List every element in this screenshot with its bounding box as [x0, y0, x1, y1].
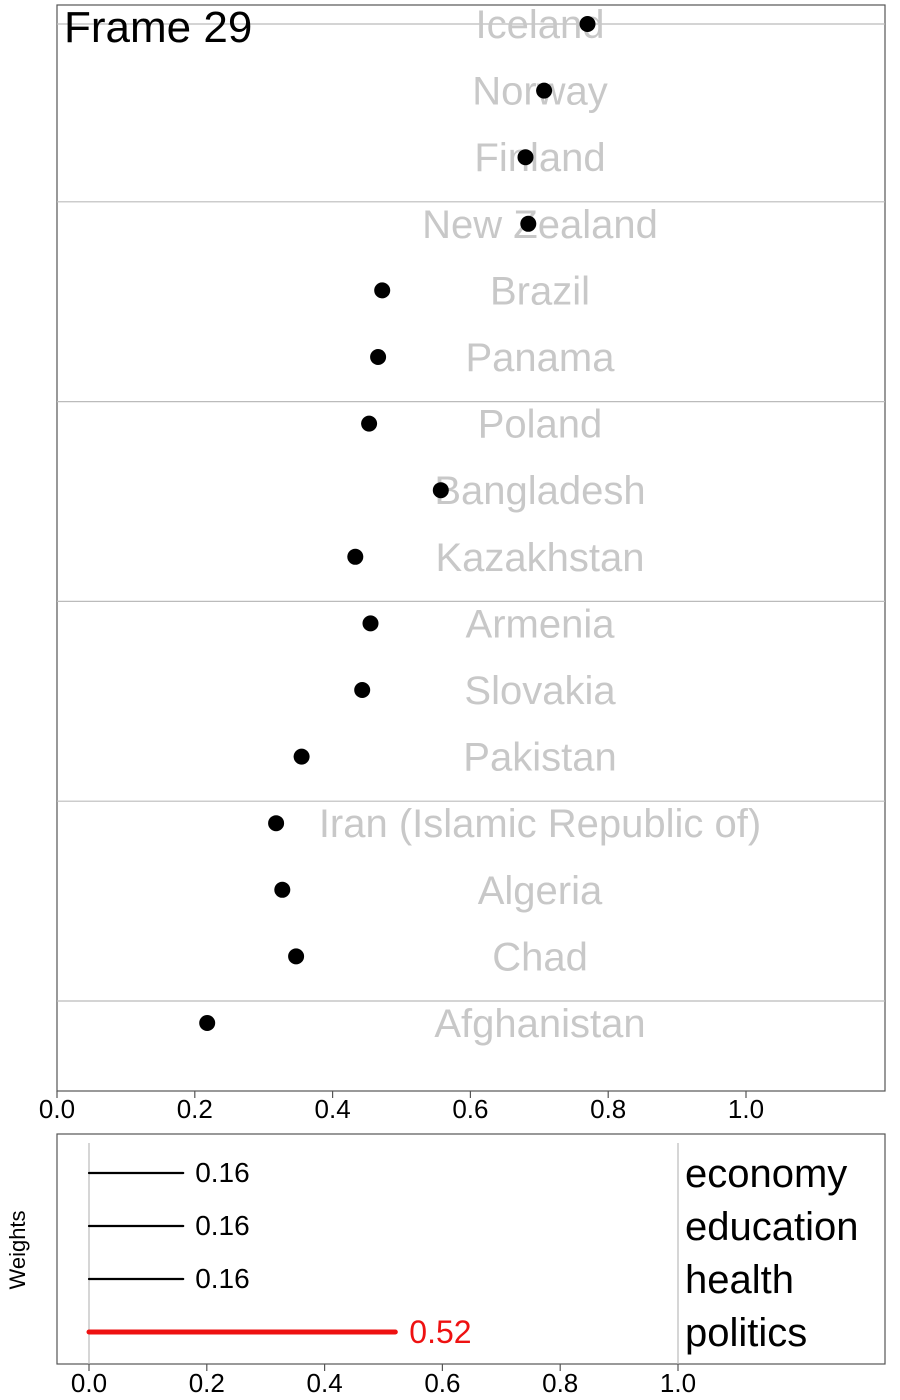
weights-x-tick-label: 1.0 — [660, 1368, 696, 1398]
group-separators — [57, 23, 885, 1002]
country-label: Algeria — [478, 869, 603, 913]
country-label: Pakistan — [463, 736, 616, 780]
weight-category-label: politics — [685, 1311, 807, 1355]
x-axis-ticks: 0.0 0.2 0.4 0.6 0.8 1.0 — [39, 1091, 764, 1124]
weights-x-tick-label: 0.6 — [424, 1368, 460, 1398]
data-point — [347, 548, 364, 565]
x-tick-label: 0.4 — [315, 1094, 351, 1124]
data-point — [374, 282, 391, 299]
country-label: Kazakhstan — [435, 536, 644, 580]
data-point — [517, 149, 534, 166]
weights-x-tick-label: 0.0 — [71, 1368, 107, 1398]
weights-axis-label: Weights — [5, 1210, 30, 1289]
data-point — [268, 815, 285, 832]
country-label: Afghanistan — [434, 1002, 645, 1046]
weights-frame — [56, 1133, 886, 1365]
dot-plot-chart: IcelandNorwayFinlandNew ZealandBrazilPan… — [39, 3, 886, 1124]
weight-value-label: 0.16 — [195, 1210, 250, 1241]
country-label: Finland — [474, 136, 605, 180]
data-point — [536, 82, 553, 99]
country-label: Bangladesh — [434, 469, 645, 513]
data-point — [520, 215, 537, 232]
data-point — [288, 948, 305, 965]
x-tick-label: 0.0 — [39, 1094, 75, 1124]
weights-x-tick-label: 0.8 — [542, 1368, 578, 1398]
data-point — [370, 349, 387, 365]
data-point — [354, 682, 371, 698]
country-label: Chad — [492, 935, 588, 979]
x-tick-label: 0.6 — [452, 1094, 488, 1124]
frame-label: Frame 29 — [64, 3, 252, 52]
weights-x-axis-ticks: 0.0 0.2 0.4 0.6 0.8 1.0 — [71, 1364, 696, 1398]
x-tick-label: 0.2 — [177, 1094, 213, 1124]
weights-x-tick-label: 0.4 — [307, 1368, 343, 1398]
weights-chart: Weights 0.16 economy 0.16 education 0.16 heal… — [5, 1133, 886, 1398]
country-label: Armenia — [466, 602, 616, 646]
weight-value-label: 0.16 — [195, 1157, 250, 1188]
data-point — [579, 16, 596, 32]
country-label: Iran (Islamic Republic of) — [319, 802, 761, 846]
weight-bars: 0.16 economy 0.16 education 0.16 health 0.52 po… — [86, 1152, 858, 1355]
data-point — [293, 748, 310, 765]
weight-category-label: education — [685, 1205, 858, 1249]
country-label: Panama — [466, 336, 616, 380]
x-tick-label: 0.8 — [590, 1094, 626, 1124]
data-point — [432, 482, 449, 499]
weight-category-label: economy — [685, 1152, 847, 1196]
data-point — [361, 415, 378, 432]
data-point — [274, 881, 291, 898]
country-label: Poland — [478, 403, 603, 447]
data-points — [199, 16, 596, 1031]
country-label: New Zealand — [422, 203, 658, 247]
data-point — [362, 615, 379, 632]
weight-value-label: 0.52 — [409, 1314, 471, 1350]
country-labels: IcelandNorwayFinlandNew ZealandBrazilPan… — [319, 3, 761, 1046]
country-label: Brazil — [490, 269, 590, 313]
country-label: Slovakia — [464, 669, 616, 713]
weight-value-label: 0.16 — [195, 1263, 250, 1294]
weights-x-tick-label: 0.2 — [189, 1368, 225, 1398]
weight-category-label: health — [685, 1258, 794, 1302]
x-tick-label: 1.0 — [728, 1094, 764, 1124]
data-point — [199, 1015, 216, 1031]
